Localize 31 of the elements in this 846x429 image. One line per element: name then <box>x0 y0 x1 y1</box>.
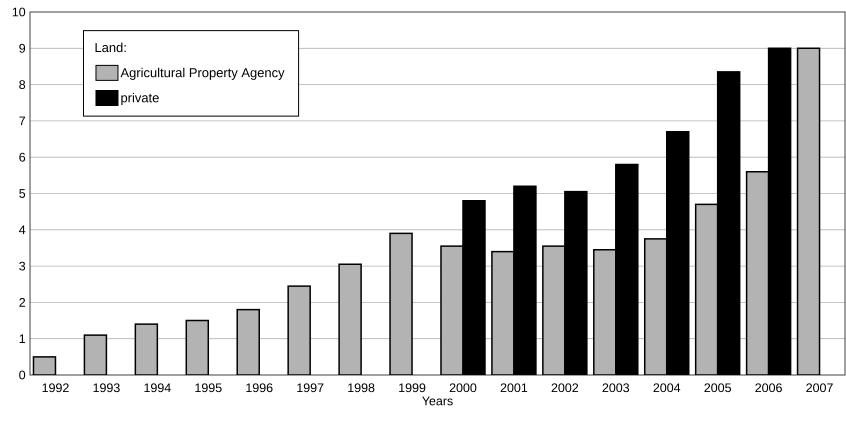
y-tick-label: 3 <box>19 262 26 271</box>
y-tick-label: 1 <box>20 334 26 343</box>
y-tick-label: 6 <box>19 152 26 162</box>
x-tick-label: 1994 <box>144 383 171 392</box>
y-tick-label: 4 <box>19 226 26 234</box>
y-tick-label: 0 <box>19 370 26 380</box>
legend-label: Agricultural Property Agency <box>120 68 285 80</box>
y-tick-label: 5 <box>19 189 26 198</box>
x-tick-label: 2003 <box>602 383 630 392</box>
x-tick-label: 2002 <box>552 383 578 392</box>
x-tick-label: 2006 <box>755 383 782 392</box>
y-tick-label: 8 <box>19 80 26 90</box>
legend-label: private <box>121 92 159 105</box>
x-axis-title: Years <box>422 396 453 406</box>
y-tick-label: 10 <box>12 8 26 16</box>
y-tick-label: 2 <box>19 298 26 307</box>
x-tick-label: 1992 <box>42 383 69 392</box>
x-tick-label: 1995 <box>195 383 222 392</box>
y-tick-label: 7 <box>19 116 26 126</box>
x-tick-label: 1999 <box>399 383 426 392</box>
x-tick-label: 2005 <box>704 383 731 392</box>
x-tick-label: 1998 <box>348 383 374 392</box>
x-tick-label: 2001 <box>500 383 528 392</box>
x-tick-label: 2004 <box>654 383 680 392</box>
x-tick-label: 2000 <box>450 383 476 392</box>
x-tick-label: 1993 <box>94 383 120 392</box>
x-tick-label: 1997 <box>297 383 324 392</box>
x-tick-label: 2007 <box>806 383 833 392</box>
legend-title: Land: <box>96 42 126 52</box>
y-tick-label: 9 <box>19 44 26 53</box>
x-tick-label: 1996 <box>246 383 273 392</box>
